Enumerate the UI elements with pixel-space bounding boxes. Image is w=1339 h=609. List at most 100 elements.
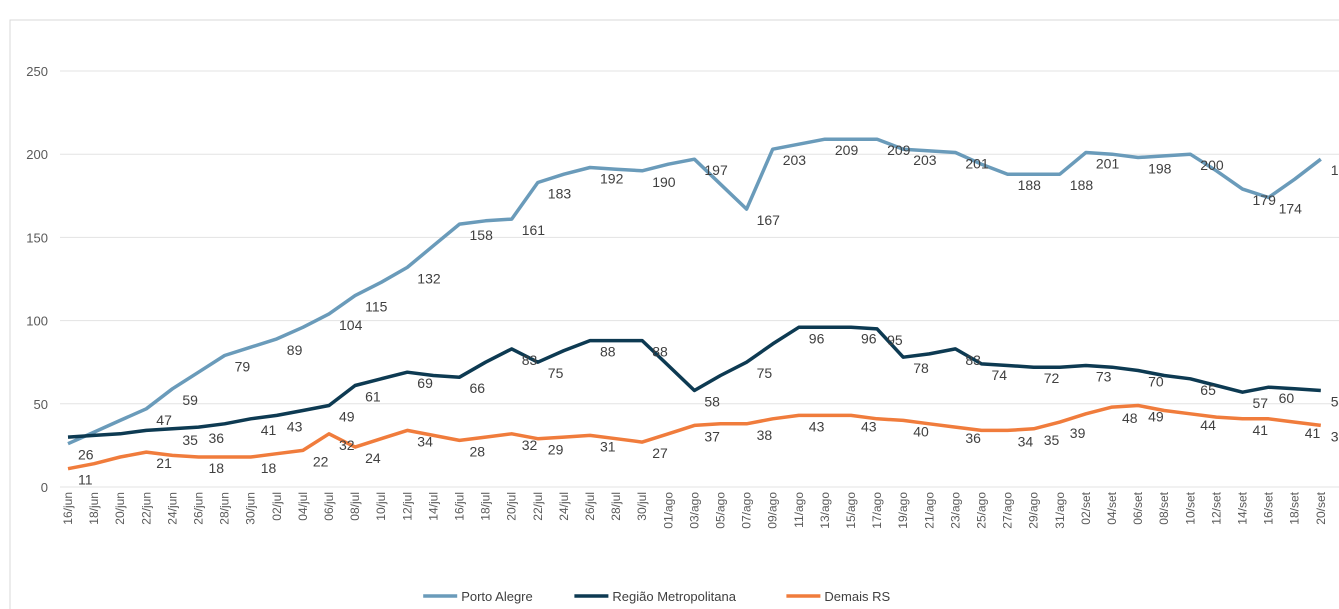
data-label: 28 [470, 443, 486, 459]
data-label: 89 [287, 342, 303, 358]
x-tick-label: 21/ago [922, 492, 936, 529]
x-tick-label: 22/jun [139, 492, 153, 525]
data-label: 88 [600, 344, 616, 360]
x-tick-label: 05/ago [714, 492, 728, 529]
data-label: 37 [704, 428, 720, 444]
x-tick-label: 11/ago [792, 492, 806, 528]
data-label: 192 [600, 171, 624, 187]
x-tick-label: 10/set [1183, 491, 1197, 524]
x-tick-label: 25/ago [975, 492, 989, 529]
data-label: 69 [417, 375, 433, 391]
x-tick-label: 12/set [1209, 491, 1223, 524]
data-label: 72 [1044, 370, 1060, 386]
y-tick-label: 200 [26, 147, 48, 162]
x-tick-label: 14/jul [426, 492, 440, 521]
data-label: 43 [861, 418, 877, 434]
x-tick-label: 01/ago [661, 492, 675, 529]
data-label: 200 [1200, 157, 1224, 173]
data-label: 49 [339, 408, 355, 424]
x-tick-label: 08/set [1157, 491, 1171, 524]
data-label: 34 [1018, 433, 1034, 449]
data-label: 41 [261, 422, 277, 438]
x-tick-label: 26/jul [583, 492, 597, 521]
data-label: 26 [78, 447, 94, 463]
data-label: 41 [1305, 425, 1321, 441]
data-label: 43 [287, 418, 303, 434]
data-label: 74 [992, 367, 1008, 383]
data-label: 203 [783, 152, 807, 168]
data-label: 95 [887, 332, 903, 348]
data-label: 190 [652, 174, 676, 190]
x-tick-label: 24/jul [557, 492, 571, 521]
data-label: 188 [1070, 177, 1094, 193]
x-tick-label: 12/jul [400, 492, 414, 521]
x-tick-label: 31/ago [1053, 492, 1067, 529]
x-tick-label: 18/jun [87, 492, 101, 525]
data-label: 75 [548, 365, 564, 381]
data-label: 39 [1070, 425, 1086, 441]
data-label: 70 [1148, 374, 1164, 390]
data-label: 174 [1279, 200, 1303, 216]
x-tick-label: 06/set [1131, 491, 1145, 524]
data-label: 209 [835, 142, 859, 158]
series-line [67, 137, 1322, 446]
data-label: 48 [1122, 410, 1138, 426]
x-tick-label: 06/jul [322, 492, 336, 521]
x-tick-label: 08/jul [348, 492, 362, 521]
data-label: 83 [522, 352, 538, 368]
series-line [67, 325, 1321, 439]
data-label: 188 [1018, 177, 1042, 193]
data-label: 96 [861, 330, 877, 346]
x-tick-label: 19/ago [896, 492, 910, 529]
x-tick-label: 27/ago [1001, 492, 1015, 529]
chart-border [9, 19, 1339, 609]
x-tick-label: 03/ago [687, 492, 701, 529]
data-label: 35 [182, 432, 198, 448]
data-label: 66 [470, 380, 486, 396]
x-tick-label: 30/jul [635, 492, 649, 521]
y-tick-label: 250 [26, 64, 48, 79]
x-tick-label: 20/set [1314, 491, 1328, 524]
data-label: 65 [1200, 382, 1216, 398]
x-tick-label: 16/set [1262, 491, 1276, 524]
data-label: 37 [1331, 428, 1339, 444]
data-label: 209 [887, 142, 911, 158]
data-label: 61 [365, 388, 381, 404]
data-label: 96 [809, 330, 825, 346]
data-label: 104 [339, 317, 363, 333]
data-label: 197 [704, 162, 728, 178]
data-label: 18 [209, 460, 225, 476]
data-label: 40 [913, 423, 929, 439]
x-tick-label: 29/ago [1027, 492, 1041, 529]
data-label: 38 [757, 427, 773, 443]
data-label: 47 [156, 412, 172, 428]
x-tick-label: 04/jul [296, 492, 310, 521]
data-label: 198 [1148, 161, 1172, 177]
data-label: 21 [156, 455, 172, 471]
x-tick-label: 10/jul [374, 492, 388, 521]
data-label: 158 [470, 227, 494, 243]
data-label: 179 [1253, 192, 1277, 208]
data-label: 44 [1200, 417, 1216, 433]
x-tick-label: 15/ago [844, 492, 858, 529]
data-label: 36 [209, 430, 225, 446]
data-label: 83 [965, 352, 981, 368]
y-tick-label: 100 [26, 314, 48, 329]
data-label: 60 [1279, 390, 1295, 406]
legend-label: Demais RS [824, 589, 890, 604]
x-tick-label: 13/ago [818, 492, 832, 529]
data-label: 88 [652, 344, 668, 360]
data-label: 18 [261, 460, 277, 476]
data-label: 183 [548, 185, 572, 201]
data-label: 115 [365, 299, 388, 315]
x-tick-label: 17/ago [870, 492, 884, 529]
legend-label: Porto Alegre [461, 589, 533, 604]
data-label: 11 [78, 472, 93, 488]
data-label: 57 [1253, 395, 1269, 411]
x-tick-label: 20/jun [113, 492, 127, 525]
x-tick-label: 16/jun [61, 492, 75, 525]
y-tick-label: 0 [41, 480, 48, 495]
data-label: 22 [313, 453, 329, 469]
data-label: 59 [182, 392, 198, 408]
